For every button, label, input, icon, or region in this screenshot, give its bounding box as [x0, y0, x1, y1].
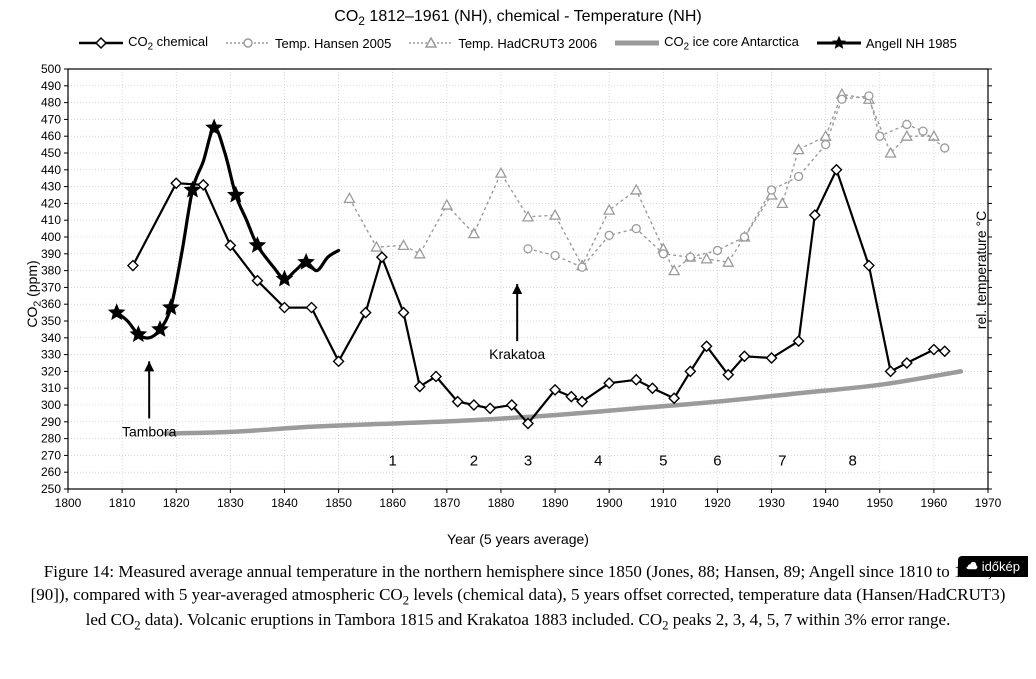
svg-text:370: 370	[41, 280, 61, 294]
svg-text:1960: 1960	[921, 496, 948, 510]
svg-text:1840: 1840	[271, 496, 298, 510]
svg-text:250: 250	[41, 482, 61, 496]
svg-text:1810: 1810	[109, 496, 136, 510]
chart-title: CO2 1812–1961 (NH), chemical - Temperatu…	[8, 8, 1028, 28]
svg-text:350: 350	[41, 314, 61, 328]
svg-text:1940: 1940	[812, 496, 839, 510]
svg-text:1860: 1860	[379, 496, 406, 510]
legend-item-4: Angell NH 1985	[817, 34, 957, 53]
svg-text:340: 340	[41, 331, 61, 345]
svg-text:470: 470	[41, 112, 61, 126]
svg-text:1: 1	[389, 452, 397, 469]
svg-text:1890: 1890	[542, 496, 569, 510]
svg-text:390: 390	[41, 247, 61, 261]
legend-item-3: CO2 ice core Antarctica	[615, 34, 799, 53]
legend-label: Temp. Hansen 2005	[275, 36, 391, 51]
svg-text:290: 290	[41, 415, 61, 429]
svg-text:500: 500	[41, 62, 61, 76]
svg-text:300: 300	[41, 398, 61, 412]
svg-text:270: 270	[41, 448, 61, 462]
legend-label: Angell NH 1985	[866, 36, 957, 51]
svg-text:400: 400	[41, 230, 61, 244]
svg-text:1970: 1970	[975, 496, 1002, 510]
legend-label: Temp. HadCRUT3 2006	[458, 36, 597, 51]
watermark: időkép	[958, 556, 1028, 577]
svg-text:480: 480	[41, 95, 61, 109]
legend: CO2 chemical Temp. Hansen 2005 Temp. HadCR…	[8, 34, 1028, 53]
svg-text:5: 5	[659, 452, 667, 469]
svg-text:2: 2	[470, 452, 478, 469]
legend-item-1: Temp. Hansen 2005	[226, 34, 391, 53]
x-axis-label: Year (5 years average)	[8, 531, 1028, 547]
svg-text:380: 380	[41, 263, 61, 277]
svg-text:430: 430	[41, 179, 61, 193]
svg-text:6: 6	[713, 452, 721, 469]
svg-text:Tambora: Tambora	[122, 423, 177, 439]
svg-text:320: 320	[41, 364, 61, 378]
svg-text:1900: 1900	[596, 496, 623, 510]
legend-label: CO2 ice core Antarctica	[664, 34, 799, 53]
chart-container: CO2 1812–1961 (NH), chemical - Temperatu…	[8, 8, 1028, 635]
svg-text:1950: 1950	[866, 496, 893, 510]
svg-text:410: 410	[41, 213, 61, 227]
svg-text:310: 310	[41, 381, 61, 395]
y2-axis-label: rel. temperature °C	[973, 211, 989, 329]
svg-text:1830: 1830	[217, 496, 244, 510]
svg-text:490: 490	[41, 79, 61, 93]
plot-area: CO2 (ppm) rel. temperature °C 2502602702…	[8, 59, 1028, 529]
chart-svg: 250 260 270 280 290 300 310 320 330 340 350 360 370 3…	[8, 59, 1028, 529]
svg-text:3: 3	[524, 452, 532, 469]
svg-text:1850: 1850	[325, 496, 352, 510]
legend-label: CO2 chemical	[128, 34, 208, 53]
legend-item-0: CO2 chemical	[79, 34, 208, 53]
svg-text:1910: 1910	[650, 496, 677, 510]
svg-text:440: 440	[41, 163, 61, 177]
svg-text:460: 460	[41, 129, 61, 143]
legend-item-2: Temp. HadCRUT3 2006	[409, 34, 597, 53]
svg-text:1800: 1800	[55, 496, 82, 510]
svg-text:Krakatoa: Krakatoa	[489, 346, 545, 362]
svg-text:4: 4	[594, 452, 602, 469]
svg-text:1870: 1870	[433, 496, 460, 510]
y-axis-label: CO2 (ppm)	[24, 260, 44, 327]
svg-text:1820: 1820	[163, 496, 190, 510]
svg-text:260: 260	[41, 465, 61, 479]
svg-text:420: 420	[41, 196, 61, 210]
svg-text:360: 360	[41, 297, 61, 311]
svg-text:8: 8	[849, 452, 857, 469]
svg-text:450: 450	[41, 146, 61, 160]
svg-text:1920: 1920	[704, 496, 731, 510]
svg-text:280: 280	[41, 431, 61, 445]
svg-text:7: 7	[778, 452, 786, 469]
svg-text:330: 330	[41, 347, 61, 361]
figure-caption: Figure 14: Measured average annual tempe…	[23, 561, 1013, 635]
svg-text:1880: 1880	[488, 496, 515, 510]
svg-text:1930: 1930	[758, 496, 785, 510]
